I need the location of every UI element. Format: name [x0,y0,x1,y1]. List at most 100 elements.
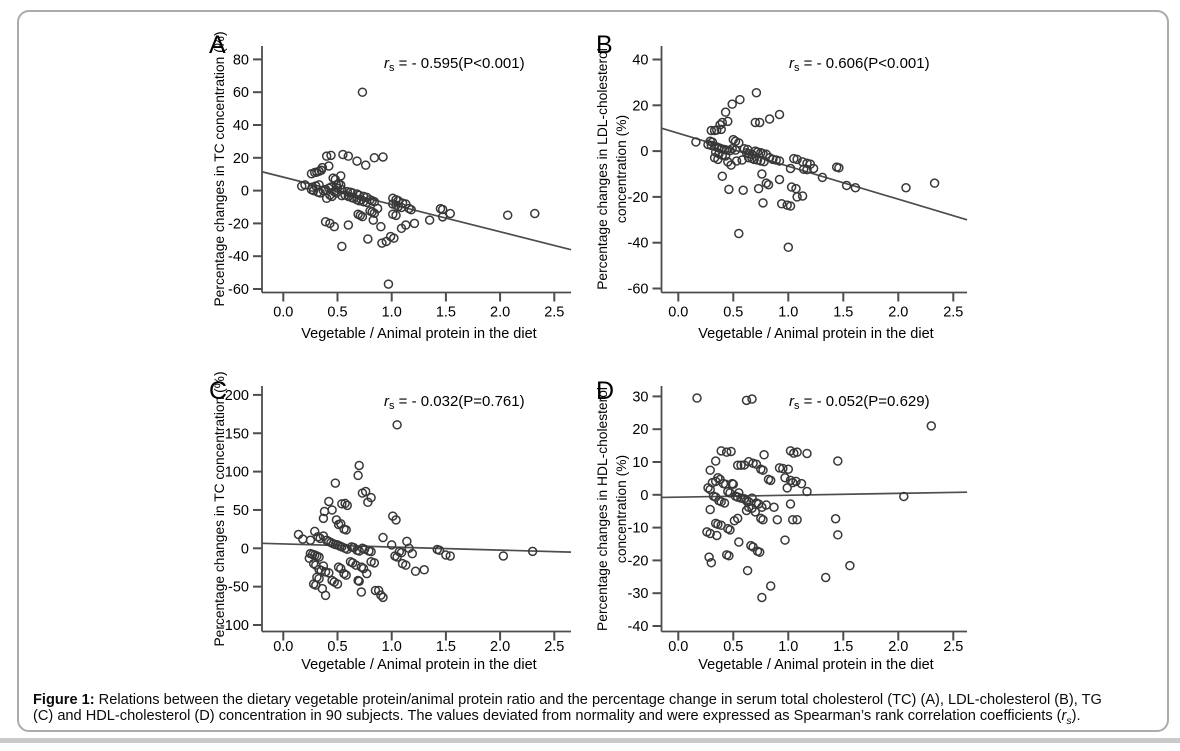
y-tick-label: 100 [225,465,249,481]
data-point [340,498,350,509]
data-point [730,145,741,155]
data-point [792,192,802,202]
data-point [783,242,794,253]
data-point [712,125,722,135]
data-point [742,565,753,576]
caption-line1: Relations between the dietary vegetable … [94,692,1102,708]
data-points [692,393,937,603]
data-point [318,513,329,524]
data-point [360,160,371,170]
x-tick-label: 2.0 [888,639,908,655]
data-point [354,460,364,471]
data-point [769,502,779,513]
data-point [774,109,785,120]
data-point [736,460,746,471]
data-point [808,163,819,174]
data-point [327,505,337,515]
data-point [324,496,334,507]
correlation-annotation: rs = - 0.052(P=0.629) [789,393,930,412]
x-tick-label: 1.0 [382,305,402,321]
data-points [293,420,538,603]
x-tick-label: 0.0 [668,639,688,655]
y-tick-label: 150 [225,426,249,442]
data-point [797,191,808,201]
figure-caption: Figure 1: Relations between the dietary … [33,692,1153,730]
y-tick-label: 40 [233,118,249,134]
y-tick-label: -100 [220,618,249,634]
data-point [341,570,351,580]
data-point [329,221,339,232]
x-tick-label: 1.5 [436,305,456,321]
data-point [356,587,367,597]
data-point [308,558,319,569]
x-tick-label: 0.5 [723,305,743,321]
data-point [370,585,381,596]
x-tick-label: 1.0 [778,305,798,321]
data-point [305,535,316,545]
data-point [378,152,388,162]
data-point [841,180,852,191]
data-point [785,475,796,486]
data-point [751,87,762,98]
y-tick-label: -40 [628,236,649,252]
data-point [725,525,735,535]
y-axis-title: concentration (%) [614,455,629,563]
data-point [785,201,796,211]
data-point [726,446,736,457]
data-point [728,479,739,490]
data-point [343,220,354,230]
data-point [713,154,723,165]
data-point [734,228,744,239]
y-tick-label: 0 [640,488,648,504]
y-tick-label: 20 [632,422,648,438]
data-point [720,107,731,117]
data-point [792,154,802,165]
data-point [778,463,788,474]
data-point [691,137,701,147]
data-point [338,149,348,160]
x-tick-label: 2.5 [943,639,963,655]
data-point [378,532,388,543]
data-point [833,456,843,466]
data-point [717,171,728,182]
data-point [386,540,397,550]
data-point [830,513,841,524]
data-point [330,478,341,488]
data-point [734,537,744,547]
data-point [313,532,323,542]
data-point [362,568,372,579]
y-axis-title: Percentage changes in LDL-cholesterol [595,48,610,290]
correlation-annotation: rs = - 0.595(P<0.001) [384,55,525,74]
data-point [321,151,332,161]
y-tick-label: 20 [233,151,249,167]
x-tick-label: 1.5 [833,639,853,655]
regression-line [261,170,572,251]
x-axis-title: Vegetable / Animal protein in the diet [301,657,536,673]
x-tick-label: 1.5 [436,639,456,655]
x-tick-label: 2.5 [544,639,564,655]
y-tick-label: -50 [228,580,249,596]
data-point [750,117,761,128]
y-tick-label: 50 [233,503,249,519]
data-point [407,548,418,559]
data-point [704,552,714,562]
data-point [802,486,812,497]
data-point [530,208,540,219]
x-tick-label: 0.5 [327,639,347,655]
data-point [343,151,354,161]
x-tick-label: 2.0 [490,305,510,321]
data-point [342,500,353,511]
regression-line [661,127,968,221]
data-point [706,125,717,136]
data-point [339,568,349,579]
figure-card [17,10,1169,732]
data-point [369,153,380,163]
data-point [765,581,776,591]
scatter-panel-d: 30 20 10 0 -10 -20 -30 -40 0.0 0.5 1.0 1.5 2.0 2.5 Veg… [595,377,968,673]
data-point [527,546,538,557]
y-tick-label: 0 [640,144,648,160]
x-tick-label: 0.0 [273,305,293,321]
data-point [396,547,407,558]
data-point [802,448,812,459]
data-point [369,558,380,568]
